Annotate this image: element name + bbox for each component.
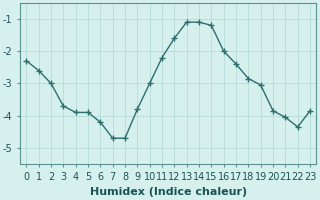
X-axis label: Humidex (Indice chaleur): Humidex (Indice chaleur) — [90, 187, 247, 197]
